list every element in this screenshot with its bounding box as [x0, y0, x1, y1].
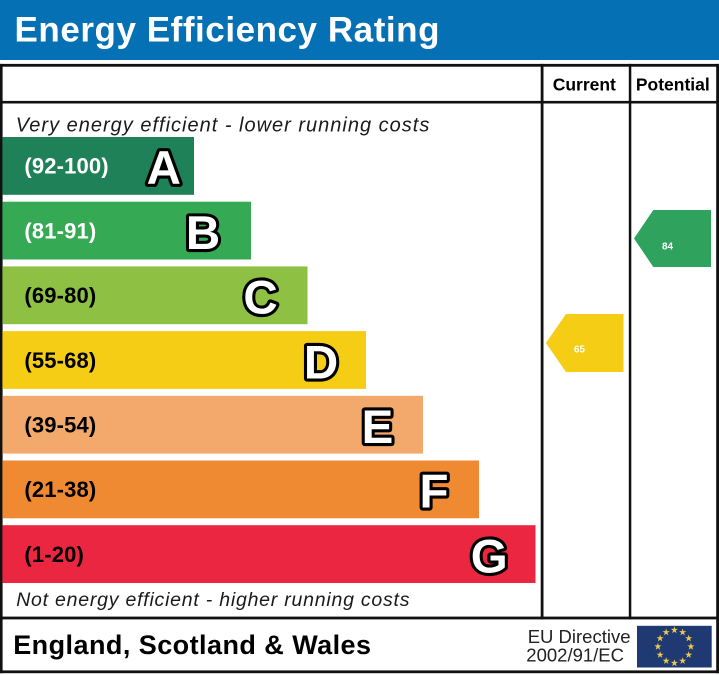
- svg-text:Not energy efficient - higher: Not energy efficient - higher running co…: [16, 589, 410, 611]
- svg-text:(69-80): (69-80): [24, 283, 96, 308]
- svg-text:65: 65: [574, 344, 586, 355]
- svg-text:(39-54): (39-54): [24, 413, 96, 438]
- svg-text:2002/91/EC: 2002/91/EC: [526, 644, 624, 665]
- svg-text:Very energy efficient - lower: Very energy efficient - lower running co…: [16, 115, 431, 137]
- svg-text:D: D: [304, 336, 338, 389]
- svg-text:(1-20): (1-20): [24, 542, 84, 567]
- svg-text:England, Scotland & Wales: England, Scotland & Wales: [13, 630, 371, 660]
- svg-text:Potential: Potential: [636, 74, 710, 94]
- svg-text:B: B: [186, 207, 220, 260]
- svg-text:Energy Efficiency Rating: Energy Efficiency Rating: [15, 11, 441, 50]
- svg-text:84: 84: [662, 241, 674, 252]
- svg-text:C: C: [243, 272, 277, 325]
- svg-text:(92-100): (92-100): [24, 154, 108, 179]
- svg-text:E: E: [362, 401, 394, 454]
- svg-text:Current: Current: [553, 74, 616, 94]
- svg-text:F: F: [419, 466, 448, 519]
- svg-text:EU Directive: EU Directive: [528, 626, 631, 647]
- svg-text:G: G: [471, 530, 508, 583]
- svg-text:(55-68): (55-68): [24, 348, 96, 373]
- svg-text:A: A: [147, 142, 181, 195]
- svg-text:(81-91): (81-91): [24, 218, 96, 243]
- svg-text:(21-38): (21-38): [24, 477, 96, 502]
